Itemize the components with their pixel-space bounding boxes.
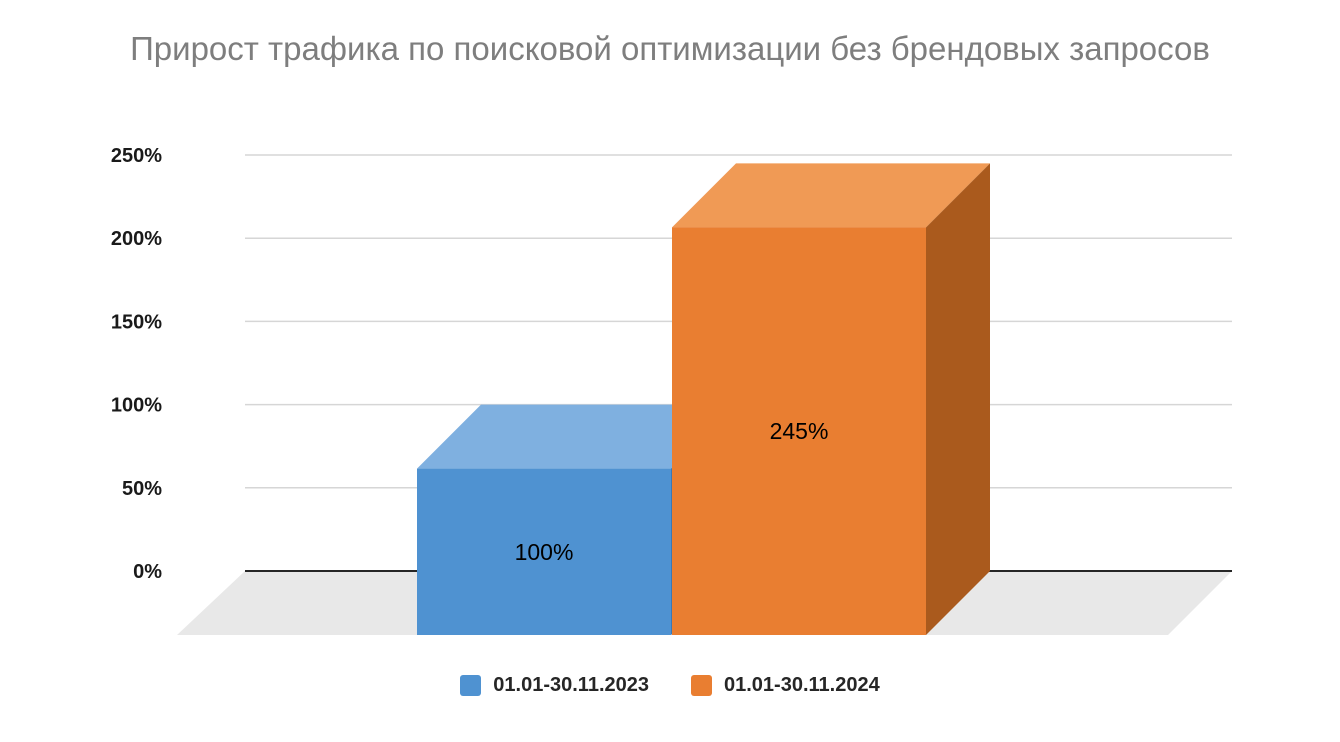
bar-front-face-0 [417,468,671,635]
legend-item-2024: 01.01-30.11.2024 [691,674,880,697]
legend-item-2023: 01.01-30.11.2023 [460,674,649,697]
chart-title: Прирост трафика по поисковой оптимизации… [130,30,1210,67]
legend-label-2023: 01.01-30.11.2023 [493,674,649,696]
bar-front-face-1 [672,227,926,635]
y-tick-label-200%: 200% [111,228,162,250]
chart-legend: 01.01-30.11.2023 01.01-30.11.2024 [0,674,1340,697]
legend-label-2024: 01.01-30.11.2024 [724,674,880,696]
y-tick-label-250%: 250% [111,145,162,167]
y-tick-label-50%: 50% [122,478,162,500]
y-tick-label-100%: 100% [111,395,162,417]
y-tick-label-0%: 0% [133,561,162,583]
bar-top-face-1 [672,163,990,228]
legend-swatch-2024 [691,675,712,696]
bar-data-label-0: 100% [515,539,574,565]
bar-side-face-1 [926,163,990,635]
y-tick-label-150%: 150% [111,311,162,333]
bar-top-face-0 [417,404,735,469]
legend-swatch-2023 [460,675,482,696]
bar-data-label-1: 245% [770,418,829,444]
